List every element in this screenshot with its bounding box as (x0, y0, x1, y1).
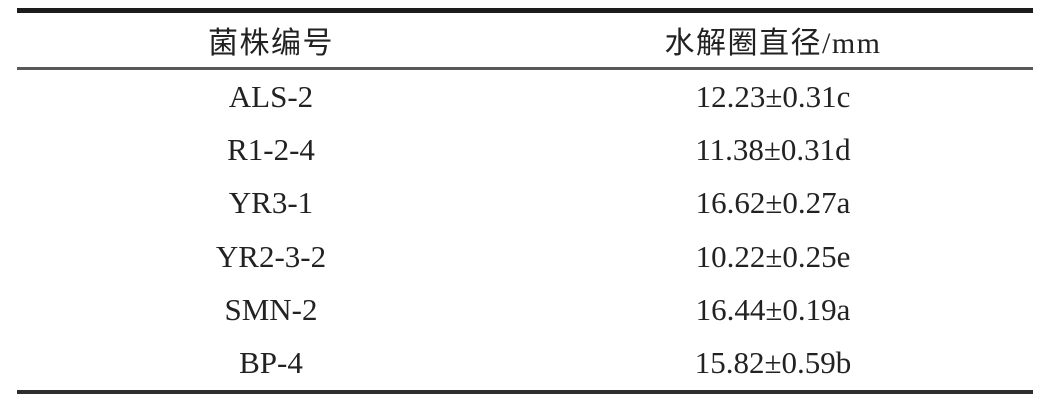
strain-cell: ALS-2 (228, 78, 314, 114)
strain-cell: YR2-3-2 (215, 238, 327, 274)
table-row: YR3-1 16.62±0.27a (17, 177, 1033, 230)
diameter-cell: 12.23±0.31c (695, 78, 851, 114)
table-row: SMN-2 16.44±0.19a (17, 283, 1033, 336)
table-row: ALS-2 12.23±0.31c (17, 70, 1033, 123)
column-header-strain: 菌株编号 (208, 27, 334, 60)
strain-cell: SMN-2 (224, 291, 318, 327)
table-row: R1-2-4 11.38±0.31d (17, 123, 1033, 176)
table-header-rule (17, 67, 1033, 70)
diameter-cell: 16.62±0.27a (695, 185, 851, 221)
diameter-cell: 16.44±0.19a (695, 291, 851, 327)
strain-hydrolysis-table: 菌株编号 水解圈直径/mm ALS-2 12.23±0.31c R1-2-4 1… (17, 8, 1033, 394)
diameter-cell: 15.82±0.59b (694, 345, 852, 381)
column-header-diameter: 水解圈直径/mm (664, 27, 882, 60)
table-row: BP-4 15.82±0.59b (17, 336, 1033, 389)
table-header-row: 菌株编号 水解圈直径/mm (17, 13, 1033, 67)
table-row: YR2-3-2 10.22±0.25e (17, 230, 1033, 283)
strain-cell: R1-2-4 (227, 131, 315, 167)
table-bottom-rule (17, 389, 1033, 394)
strain-cell: YR3-1 (228, 185, 314, 221)
strain-cell: BP-4 (239, 345, 303, 381)
table-top-rule (17, 8, 1033, 13)
diameter-cell: 11.38±0.31d (695, 131, 851, 167)
diameter-cell: 10.22±0.25e (695, 238, 851, 274)
